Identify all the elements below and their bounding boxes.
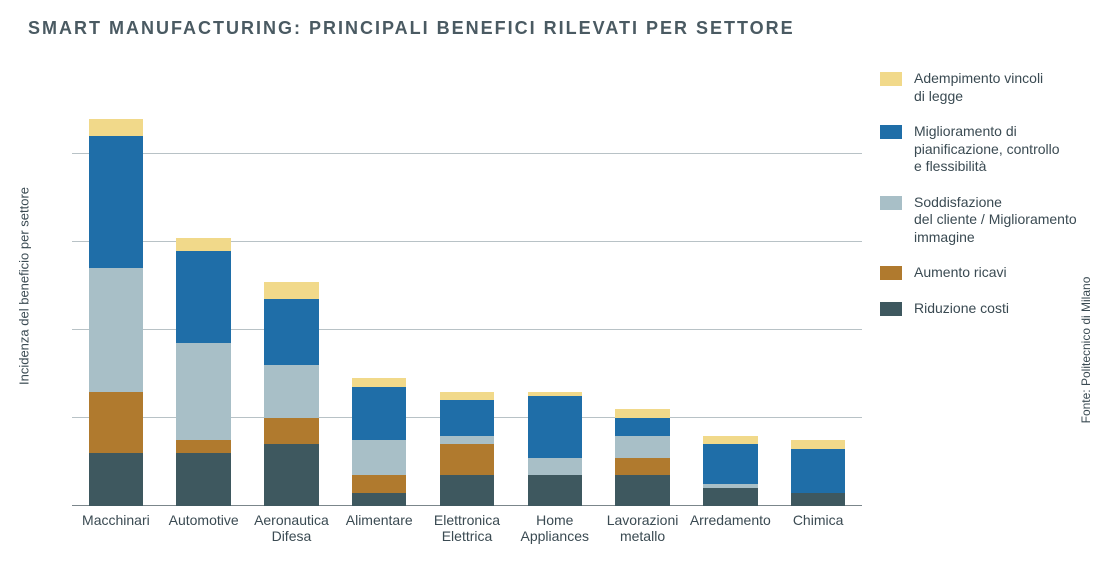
legend-item: Aumento ricavi bbox=[880, 264, 1080, 282]
bar bbox=[528, 392, 582, 506]
x-axis-label: Alimentare bbox=[335, 512, 423, 528]
x-axis-labels: MacchinariAutomotiveAeronautica DifesaAl… bbox=[72, 512, 862, 572]
bar-segment-soddisfazione bbox=[176, 343, 230, 440]
bar bbox=[791, 440, 845, 506]
bar-segment-miglioramento bbox=[528, 396, 582, 458]
bar-segment-aumento_ricavi bbox=[615, 458, 669, 476]
legend-swatch bbox=[880, 196, 902, 210]
bar-segment-miglioramento bbox=[791, 449, 845, 493]
bar bbox=[440, 392, 494, 506]
bar-segment-soddisfazione bbox=[528, 458, 582, 476]
bar-segment-aumento_ricavi bbox=[89, 392, 143, 454]
bar bbox=[89, 119, 143, 506]
bar-segment-adempimento bbox=[264, 282, 318, 300]
legend-swatch bbox=[880, 125, 902, 139]
bar-segment-adempimento bbox=[352, 378, 406, 387]
bar-segment-riduzione_costi bbox=[528, 475, 582, 506]
legend-item: Miglioramento di pianificazione, control… bbox=[880, 123, 1080, 176]
bar-segment-miglioramento bbox=[615, 418, 669, 436]
legend-label: Adempimento vincoli di legge bbox=[914, 70, 1043, 105]
x-axis-label: Aeronautica Difesa bbox=[248, 512, 336, 544]
bar-segment-miglioramento bbox=[264, 299, 318, 365]
bar bbox=[615, 409, 669, 506]
x-axis-label: Elettronica Elettrica bbox=[423, 512, 511, 544]
x-axis-label: Lavorazioni metallo bbox=[599, 512, 687, 544]
bar-segment-adempimento bbox=[791, 440, 845, 449]
bar-segment-riduzione_costi bbox=[264, 444, 318, 506]
legend-item: Adempimento vincoli di legge bbox=[880, 70, 1080, 105]
chart-container: SMART MANUFACTURING: PRINCIPALI BENEFICI… bbox=[0, 0, 1100, 583]
source-credit: Fonte: Politecnico di Milano bbox=[1079, 277, 1093, 424]
bar bbox=[176, 238, 230, 506]
bar-segment-riduzione_costi bbox=[176, 453, 230, 506]
x-axis-label: Arredamento bbox=[686, 512, 774, 528]
bar-segment-aumento_ricavi bbox=[264, 418, 318, 444]
bar-segment-miglioramento bbox=[176, 251, 230, 343]
bar bbox=[703, 436, 757, 506]
x-axis-label: Home Appliances bbox=[511, 512, 599, 544]
bar-segment-adempimento bbox=[176, 238, 230, 251]
x-axis-label: Chimica bbox=[774, 512, 862, 528]
bar-segment-adempimento bbox=[440, 392, 494, 401]
bar-segment-miglioramento bbox=[352, 387, 406, 440]
legend-item: Soddisfazione del cliente / Migliorament… bbox=[880, 194, 1080, 247]
bar bbox=[352, 378, 406, 506]
legend-label: Miglioramento di pianificazione, control… bbox=[914, 123, 1060, 176]
legend-item: Riduzione costi bbox=[880, 300, 1080, 318]
x-axis-label: Macchinari bbox=[72, 512, 160, 528]
legend-label: Aumento ricavi bbox=[914, 264, 1007, 282]
bar-segment-riduzione_costi bbox=[791, 493, 845, 506]
bar-segment-soddisfazione bbox=[703, 484, 757, 488]
bar-segment-adempimento bbox=[89, 119, 143, 137]
bar bbox=[264, 282, 318, 506]
legend-swatch bbox=[880, 302, 902, 316]
bar-segment-adempimento bbox=[528, 392, 582, 396]
legend-label: Soddisfazione del cliente / Migliorament… bbox=[914, 194, 1077, 247]
bar-segment-soddisfazione bbox=[440, 436, 494, 445]
bar-segment-aumento_ricavi bbox=[176, 440, 230, 453]
bar-segment-soddisfazione bbox=[352, 440, 406, 475]
legend-swatch bbox=[880, 72, 902, 86]
bars-layer bbox=[72, 66, 862, 506]
plot-area bbox=[72, 66, 862, 506]
chart-title: SMART MANUFACTURING: PRINCIPALI BENEFICI… bbox=[28, 18, 795, 39]
bar-segment-riduzione_costi bbox=[703, 488, 757, 506]
bar-segment-miglioramento bbox=[703, 444, 757, 484]
bar-segment-aumento_ricavi bbox=[440, 444, 494, 475]
bar-segment-riduzione_costi bbox=[352, 493, 406, 506]
bar-segment-soddisfazione bbox=[615, 436, 669, 458]
y-axis-label: Incidenza del beneficio per settore bbox=[17, 187, 32, 385]
legend-swatch bbox=[880, 266, 902, 280]
bar-segment-riduzione_costi bbox=[440, 475, 494, 506]
bar-segment-riduzione_costi bbox=[615, 475, 669, 506]
bar-segment-adempimento bbox=[703, 436, 757, 445]
bar-segment-adempimento bbox=[615, 409, 669, 418]
bar-segment-soddisfazione bbox=[89, 268, 143, 391]
bar-segment-aumento_ricavi bbox=[352, 475, 406, 493]
bar-segment-miglioramento bbox=[89, 136, 143, 268]
bar-segment-soddisfazione bbox=[264, 365, 318, 418]
x-axis-label: Automotive bbox=[160, 512, 248, 528]
legend-label: Riduzione costi bbox=[914, 300, 1009, 318]
legend: Adempimento vincoli di legge Migliorament… bbox=[880, 70, 1080, 335]
bar-segment-miglioramento bbox=[440, 400, 494, 435]
bar-segment-riduzione_costi bbox=[89, 453, 143, 506]
